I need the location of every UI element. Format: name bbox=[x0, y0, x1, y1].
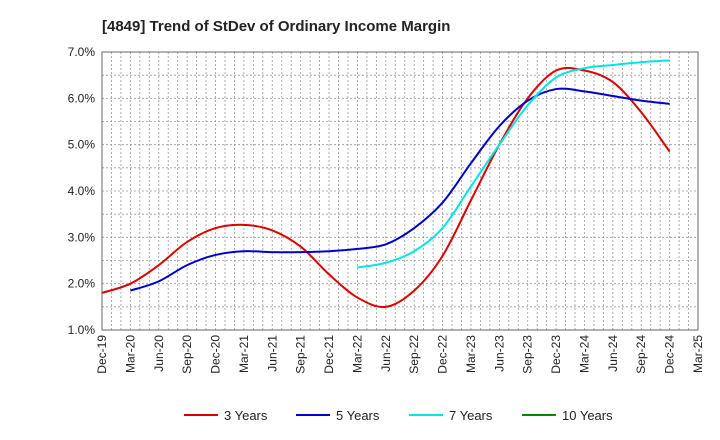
plot-border bbox=[101, 51, 699, 331]
x-tick-label: Sep-23 bbox=[521, 335, 535, 374]
legend-label: 10 Years bbox=[562, 408, 613, 423]
series-line-5-years bbox=[130, 87, 670, 292]
legend-label: 5 Years bbox=[336, 408, 380, 423]
x-tick-label: Dec-21 bbox=[322, 335, 336, 374]
x-tick-label: Dec-19 bbox=[95, 335, 109, 374]
series-line-3-years bbox=[101, 66, 671, 308]
x-tick-label: Dec-22 bbox=[436, 335, 450, 374]
x-tick-label: Jun-22 bbox=[379, 335, 393, 372]
x-tick-label: Mar-21 bbox=[237, 335, 251, 373]
y-tick-label: 7.0% bbox=[68, 45, 96, 59]
x-tick-label: Jun-21 bbox=[265, 335, 279, 372]
x-tick-label: Sep-24 bbox=[634, 335, 648, 374]
x-tick-label: Mar-23 bbox=[464, 335, 478, 373]
legend-label: 7 Years bbox=[449, 408, 493, 423]
y-tick-labels: 1.0% 2.0% 3.0% 4.0% 5.0% 6.0% 7.0% bbox=[68, 45, 96, 337]
y-tick-label: 6.0% bbox=[68, 91, 96, 105]
x-tick-label: Jun-20 bbox=[152, 335, 166, 372]
chart-title: [4849] Trend of StDev of Ordinary Income… bbox=[102, 18, 450, 35]
series-lines bbox=[101, 59, 671, 308]
x-tick-label: Sep-20 bbox=[180, 335, 194, 374]
x-tick-label: Dec-24 bbox=[663, 335, 677, 374]
x-tick-label: Dec-23 bbox=[549, 335, 563, 374]
x-tick-label: Jun-23 bbox=[492, 335, 506, 372]
x-tick-label: Mar-22 bbox=[350, 335, 364, 373]
y-tick-label: 1.0% bbox=[68, 323, 96, 337]
y-tick-label: 3.0% bbox=[68, 230, 96, 244]
x-tick-labels: Dec-19 Mar-20 Jun-20 Sep-20 Dec-20 Mar-21 Jun-… bbox=[95, 335, 705, 374]
y-tick-label: 4.0% bbox=[68, 184, 96, 198]
x-tick-label: Jun-24 bbox=[606, 335, 620, 372]
x-tick-label: Mar-20 bbox=[123, 335, 137, 373]
x-tick-label: Mar-24 bbox=[577, 335, 591, 373]
x-tick-label: Sep-22 bbox=[407, 335, 421, 374]
legend-label: 3 Years bbox=[224, 408, 268, 423]
series-line-7-years bbox=[357, 59, 670, 269]
legend: 3 Years 5 Years 7 Years 10 Years bbox=[184, 408, 613, 423]
y-tick-label: 2.0% bbox=[68, 277, 96, 291]
x-tick-label: Sep-21 bbox=[294, 335, 308, 374]
x-tick-label: Dec-20 bbox=[209, 335, 223, 374]
y-tick-label: 5.0% bbox=[68, 138, 96, 152]
x-tick-label: Mar-25 bbox=[691, 335, 705, 373]
